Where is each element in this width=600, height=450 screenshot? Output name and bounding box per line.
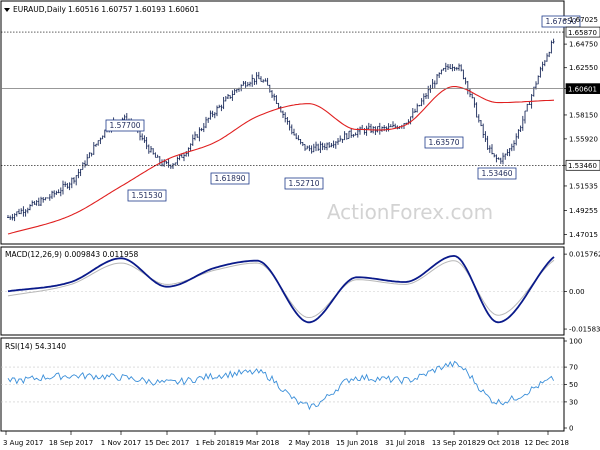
- macd-panel-frame: [0, 246, 565, 336]
- level-label: 1.53460: [568, 162, 597, 170]
- x-tick-label: 13 Sep 2018: [432, 439, 476, 447]
- rsi-line: [7, 360, 555, 411]
- rsi-panel: [1, 360, 564, 411]
- x-tick-label: 3 Aug 2017: [3, 439, 43, 447]
- x-tick-label: 18 Sep 2017: [49, 439, 93, 447]
- x-tick-label: 12 Dec 2018: [524, 439, 569, 447]
- level-label-box: [565, 83, 600, 94]
- annotation-box: [210, 172, 250, 185]
- macd-tick-label: 0.00: [569, 288, 585, 296]
- macd-line: [7, 254, 555, 324]
- dropdown-triangle-icon: [4, 8, 10, 12]
- price-tick-label: 1.49255: [569, 207, 598, 215]
- rsi-tick-label: 0: [569, 425, 573, 433]
- annotation-box: [284, 177, 324, 190]
- x-tick-label: 1 Feb 2018: [195, 439, 234, 447]
- level-label: 1.60601: [568, 85, 597, 93]
- macd-tick-label: 0.015762: [569, 251, 600, 259]
- ohlc-values: 1.60516 1.60757 1.60193 1.60601: [68, 5, 199, 14]
- price-tick-label: 1.67025: [569, 16, 598, 24]
- x-tick-label: 15 Dec 2017: [145, 439, 190, 447]
- annotation-label: 1.67650: [545, 17, 576, 26]
- level-label-box: [565, 26, 600, 38]
- annotation-label: 1.57700: [109, 121, 140, 130]
- x-tick-label: 29 Oct 2018: [476, 439, 519, 447]
- watermark: ActionForex.com: [327, 200, 493, 224]
- annotation-label: 1.52710: [288, 179, 319, 188]
- annotation-label: 1.63570: [428, 138, 459, 147]
- x-tick-label: 1 Nov 2017: [101, 439, 141, 447]
- price-tick-label: 1.64750: [569, 41, 598, 49]
- rsi-tick-label: 50: [569, 381, 578, 389]
- x-tick-label: 19 Mar 2018: [235, 439, 279, 447]
- annotation-box: [424, 136, 464, 149]
- price-tick-label: 1.47015: [569, 231, 598, 239]
- macd-title: MACD(12,26,9) 0.009843 0.011958: [5, 250, 139, 259]
- rsi-title: RSI(14) 54.3140: [5, 342, 66, 351]
- level-label: 1.65870: [568, 29, 597, 37]
- price-title: EURAUD,Daily 1.60516 1.60757 1.60193 1.6…: [4, 5, 199, 14]
- annotation-box: [127, 189, 167, 202]
- moving-average-line: [7, 85, 555, 235]
- annotation-label: 1.53460: [481, 169, 512, 178]
- price-panel-frame: [0, 0, 565, 245]
- price-tick-label: 1.51535: [569, 182, 598, 190]
- rsi-tick-label: 100: [569, 338, 582, 346]
- annotation-box: [541, 15, 581, 28]
- price-tick-label: 1.55920: [569, 135, 598, 143]
- macd-panel: [1, 254, 564, 324]
- price-tick-label: 1.58150: [569, 111, 598, 119]
- annotation-label: 1.51530: [131, 191, 162, 200]
- annotation-label: 1.61890: [214, 174, 245, 183]
- annotation-box: [105, 119, 145, 132]
- symbol-timeframe: EURAUD,Daily: [13, 5, 66, 14]
- annotation-box: [477, 167, 517, 180]
- x-tick-label: 15 Jun 2018: [336, 439, 378, 447]
- price-panel: 1.57700 1.51530 1.61890 1.52710 1.63570 1.534…: [1, 15, 581, 235]
- macd-tick-label: -0.015834: [569, 326, 600, 334]
- x-tick-label: 2 May 2018: [288, 439, 329, 447]
- rsi-tick-label: 70: [569, 364, 578, 372]
- axes: 1.67025 1.64750 1.62550 1.60601 1.58150 1.559…: [3, 16, 600, 447]
- x-tick-label: 31 Jul 2018: [385, 439, 425, 447]
- rsi-tick-label: 30: [569, 398, 578, 406]
- level-label-box: [565, 159, 600, 171]
- price-tick-label: 1.62550: [569, 64, 598, 72]
- price-scale: 1.67025 1.64750 1.62550 1.60601 1.58150 1.559…: [564, 16, 600, 239]
